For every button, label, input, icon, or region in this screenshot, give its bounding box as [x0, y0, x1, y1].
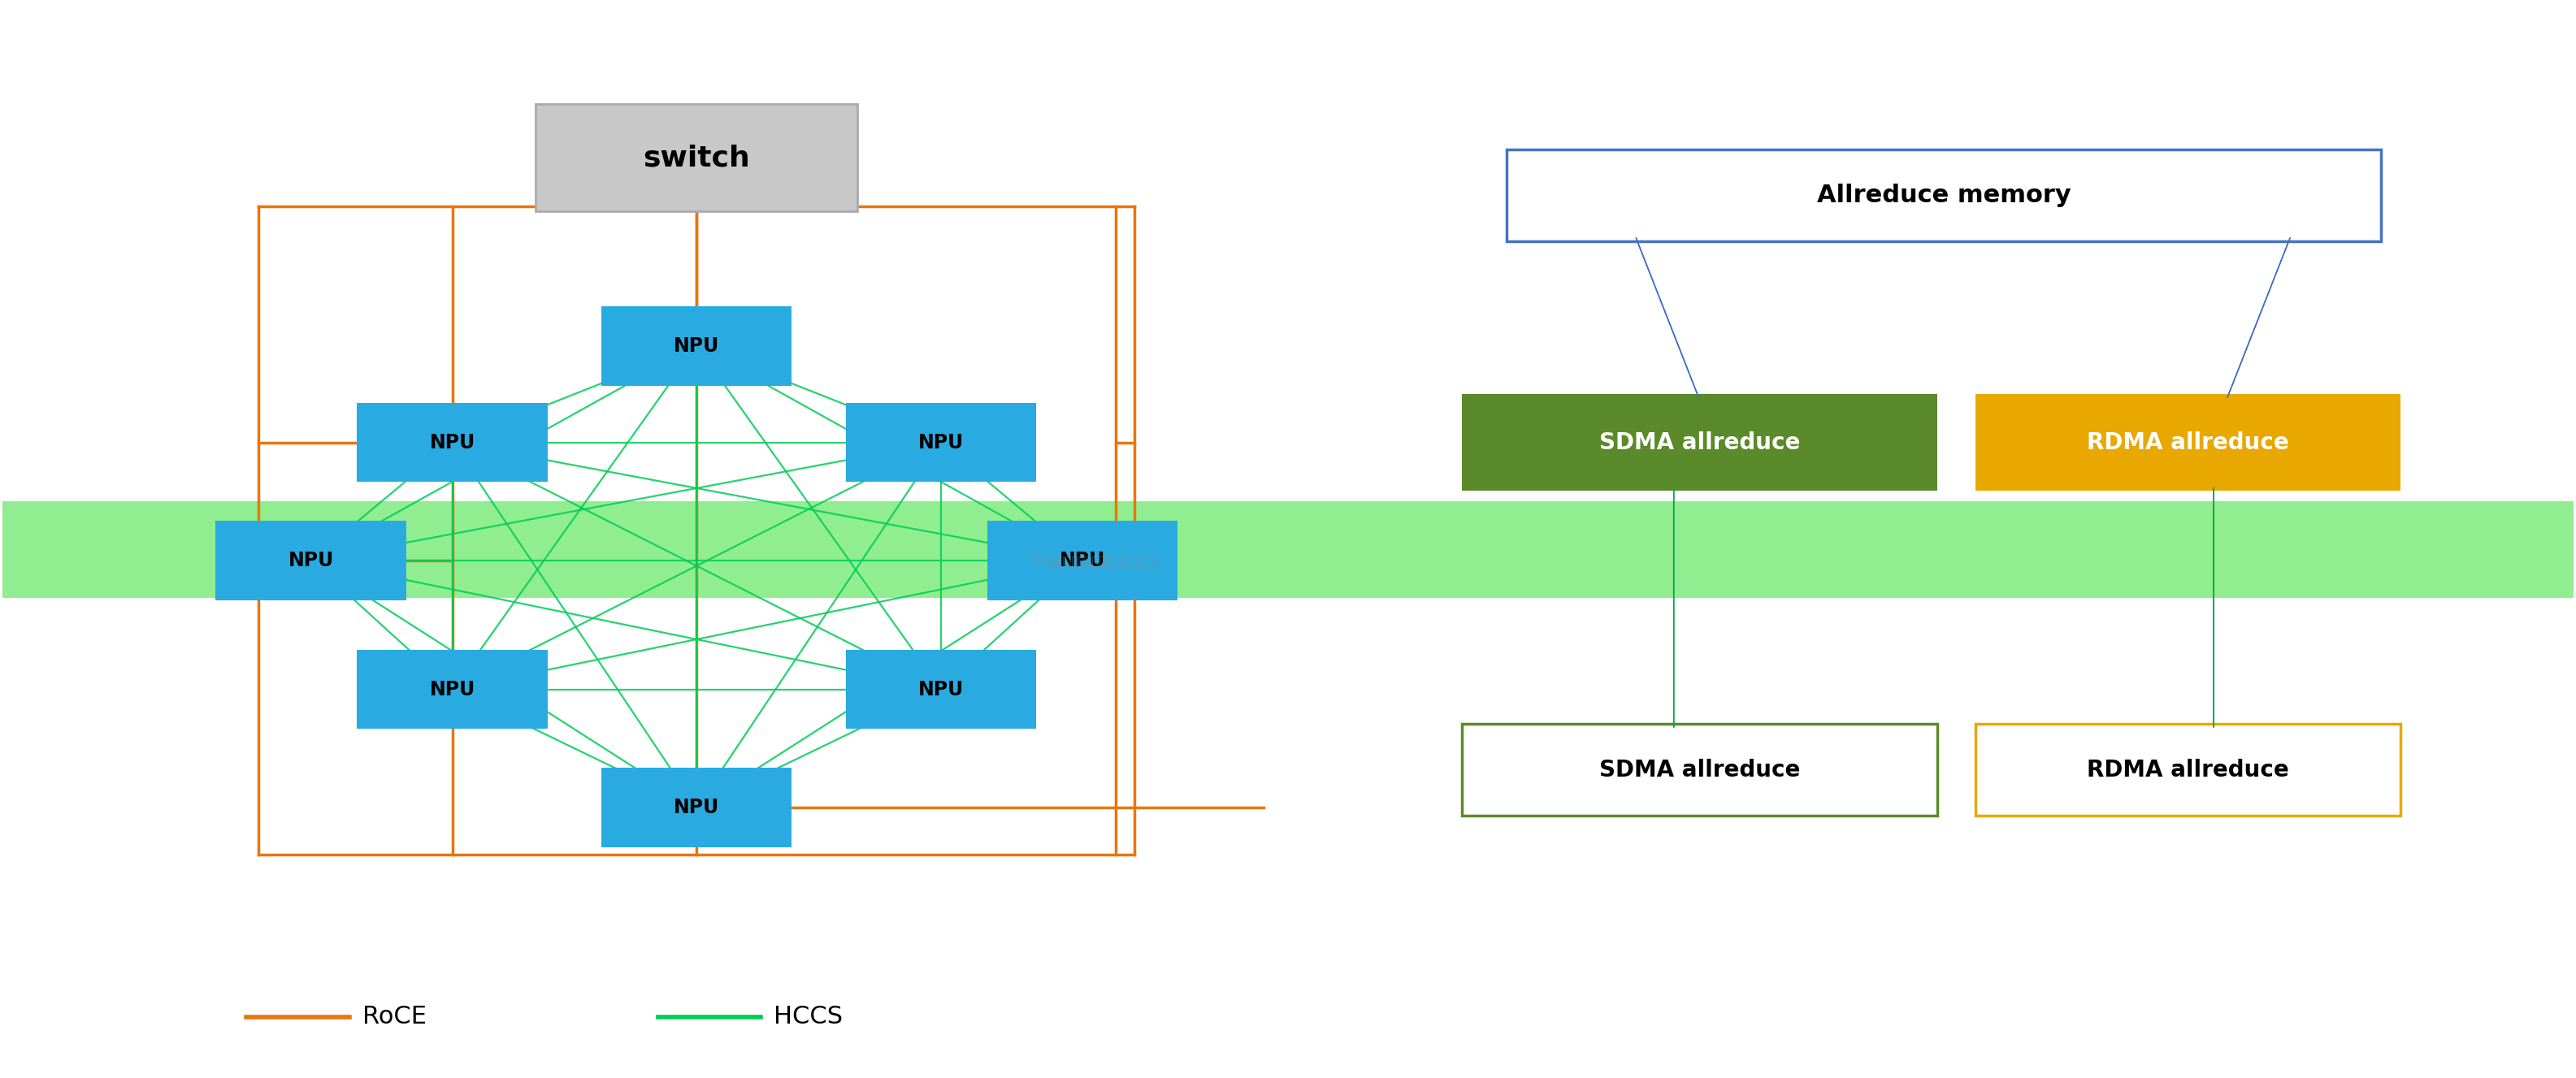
- FancyBboxPatch shape: [358, 403, 549, 482]
- Text: SDMA allreduce: SDMA allreduce: [1600, 759, 1801, 782]
- Text: TP钱包原地踏步，原因、影响与未来展望: TP钱包原地踏步，原因、影响与未来展望: [1030, 555, 1159, 566]
- Text: SDMA allreduce: SDMA allreduce: [1600, 431, 1801, 454]
- FancyBboxPatch shape: [1461, 395, 1937, 490]
- Text: RDMA allreduce: RDMA allreduce: [2087, 759, 2290, 782]
- Text: NPU: NPU: [917, 679, 963, 699]
- FancyBboxPatch shape: [845, 650, 1036, 729]
- Text: Allreduce memory: Allreduce memory: [1816, 183, 2071, 207]
- Text: HCCS: HCCS: [773, 1005, 842, 1028]
- Text: NPU: NPU: [430, 679, 474, 699]
- FancyBboxPatch shape: [987, 521, 1177, 600]
- FancyBboxPatch shape: [1976, 395, 2401, 490]
- FancyBboxPatch shape: [600, 768, 791, 847]
- FancyBboxPatch shape: [1461, 724, 1937, 815]
- FancyBboxPatch shape: [536, 105, 858, 211]
- FancyBboxPatch shape: [216, 521, 407, 600]
- Text: RoCE: RoCE: [363, 1005, 428, 1028]
- Bar: [3, 501, 2573, 598]
- FancyBboxPatch shape: [1507, 150, 2380, 241]
- Text: NPU: NPU: [289, 551, 335, 570]
- FancyBboxPatch shape: [600, 306, 791, 386]
- FancyBboxPatch shape: [845, 403, 1036, 482]
- Text: RDMA allreduce: RDMA allreduce: [2087, 431, 2290, 454]
- FancyBboxPatch shape: [358, 650, 549, 729]
- FancyBboxPatch shape: [1976, 724, 2401, 815]
- Text: NPU: NPU: [917, 432, 963, 452]
- Text: NPU: NPU: [675, 798, 719, 817]
- Text: NPU: NPU: [1059, 551, 1105, 570]
- Text: NPU: NPU: [430, 432, 474, 452]
- Text: NPU: NPU: [675, 336, 719, 356]
- Text: switch: switch: [644, 144, 750, 171]
